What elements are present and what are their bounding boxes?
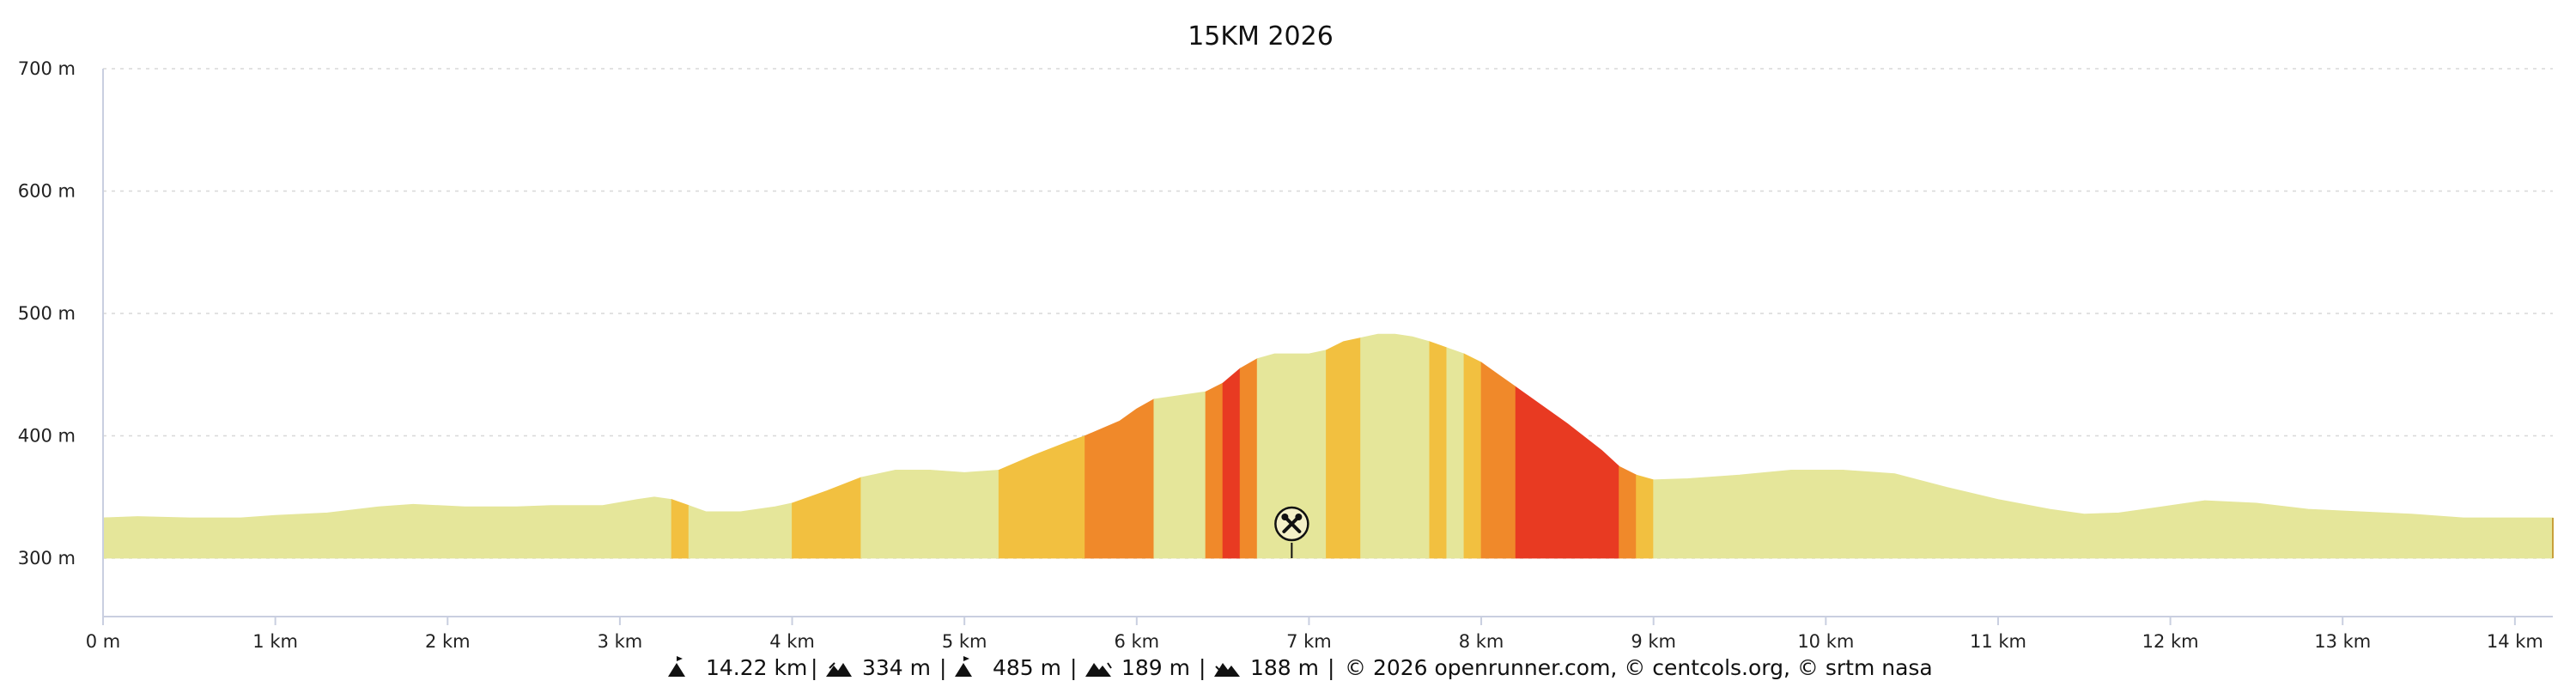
summary-separator: | bbox=[939, 655, 946, 680]
slope-segment bbox=[1480, 362, 1516, 559]
summary-min-elevation: 188 m bbox=[1250, 655, 1319, 680]
slope-segment bbox=[102, 496, 672, 559]
elevation-area bbox=[102, 333, 2554, 559]
axes bbox=[102, 69, 2553, 617]
x-tick-label: 3 km bbox=[598, 631, 643, 652]
summit-flag-icon bbox=[955, 656, 972, 677]
x-tick-label: 4 km bbox=[769, 631, 815, 652]
summary-footer: 14.22 km | 334 m | 485 m | 189 m | 188 m… bbox=[668, 655, 1933, 680]
summary-distance: 14.22 km bbox=[706, 655, 807, 680]
distance-icon bbox=[668, 656, 685, 677]
slope-segment bbox=[1515, 386, 1619, 559]
y-tick-label: 700 m bbox=[18, 58, 76, 79]
summary-ascent: 334 m bbox=[862, 655, 931, 680]
summary-descent: 189 m bbox=[1121, 655, 1190, 680]
slope-segment bbox=[671, 499, 690, 559]
y-tick-label: 600 m bbox=[18, 181, 76, 202]
x-tick-label: 1 km bbox=[252, 631, 298, 652]
descent-icon bbox=[1085, 662, 1112, 677]
aid-station-icon[interactable] bbox=[1274, 506, 1309, 558]
y-axis-ticks: 300 m 400 m 500 m 600 m 700 m bbox=[18, 58, 76, 568]
slope-segment bbox=[688, 502, 793, 559]
x-tick-label: 11 km bbox=[1970, 631, 2026, 652]
slope-segment bbox=[1463, 353, 1482, 559]
summary-separator: | bbox=[811, 655, 817, 680]
slope-segment bbox=[1653, 470, 2554, 559]
x-tick-label: 14 km bbox=[2487, 631, 2543, 652]
slope-segment bbox=[1619, 465, 1637, 559]
slope-segment bbox=[1222, 368, 1241, 559]
x-tick-label: 13 km bbox=[2314, 631, 2371, 652]
summary-separator: | bbox=[1199, 655, 1206, 680]
low-point-icon bbox=[1214, 663, 1240, 677]
x-tick-label: 8 km bbox=[1459, 631, 1504, 652]
slope-segment bbox=[1205, 382, 1224, 559]
slope-segment bbox=[792, 477, 862, 559]
markers bbox=[1274, 506, 1309, 558]
summary-separator: | bbox=[1327, 655, 1334, 680]
chart-title: 15KM 2026 bbox=[1188, 21, 1334, 52]
summary-separator: | bbox=[1070, 655, 1077, 680]
x-tick-label: 5 km bbox=[942, 631, 987, 652]
copyright-text: © 2026 openrunner.com, © centcols.org, ©… bbox=[1345, 655, 1933, 680]
x-tick-label: 2 km bbox=[425, 631, 471, 652]
slope-segment bbox=[1153, 391, 1206, 559]
x-tick-label: 9 km bbox=[1631, 631, 1676, 652]
x-tick-label: 7 km bbox=[1286, 631, 1332, 652]
slope-segment bbox=[1239, 358, 1258, 559]
slope-segment bbox=[1429, 341, 1448, 559]
summary-max-elevation: 485 m bbox=[993, 655, 1061, 680]
slope-segment bbox=[1446, 347, 1465, 559]
slope-segment bbox=[1326, 337, 1361, 559]
x-tick-label: 12 km bbox=[2142, 631, 2199, 652]
slope-segment bbox=[1636, 474, 1655, 559]
x-axis-ticks: 0 m 1 km 2 km 3 km 4 km 5 km 6 km 7 km 8 km 9 km 1… bbox=[86, 617, 2543, 652]
slope-segment bbox=[1360, 333, 1431, 559]
x-tick-label: 0 m bbox=[86, 631, 121, 652]
y-tick-label: 300 m bbox=[18, 548, 76, 568]
slope-segment bbox=[860, 469, 999, 559]
y-tick-label: 400 m bbox=[18, 426, 76, 447]
y-tick-label: 500 m bbox=[18, 303, 76, 324]
x-tick-label: 6 km bbox=[1114, 631, 1159, 652]
ascent-icon bbox=[826, 662, 852, 677]
slope-segment bbox=[1084, 398, 1155, 559]
x-tick-label: 10 km bbox=[1797, 631, 1854, 652]
slope-segment bbox=[998, 435, 1085, 559]
